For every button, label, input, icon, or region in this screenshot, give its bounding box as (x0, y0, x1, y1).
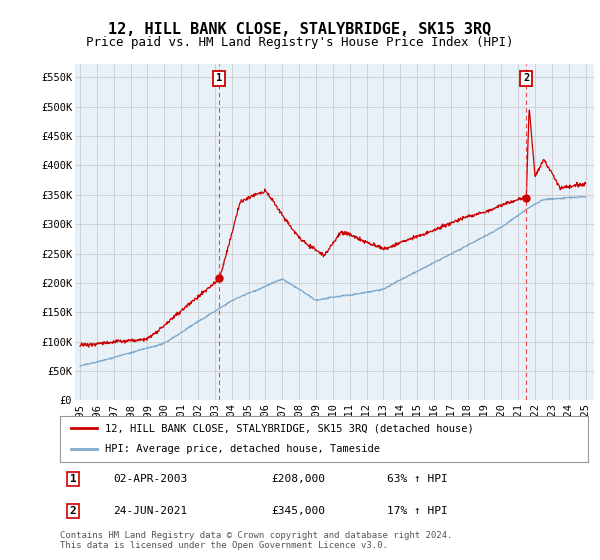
Text: 1: 1 (216, 73, 222, 83)
Text: £345,000: £345,000 (271, 506, 325, 516)
Text: 17% ↑ HPI: 17% ↑ HPI (388, 506, 448, 516)
Text: Price paid vs. HM Land Registry's House Price Index (HPI): Price paid vs. HM Land Registry's House … (86, 36, 514, 49)
Text: 63% ↑ HPI: 63% ↑ HPI (388, 474, 448, 484)
Text: HPI: Average price, detached house, Tameside: HPI: Average price, detached house, Tame… (105, 445, 380, 455)
Text: 12, HILL BANK CLOSE, STALYBRIDGE, SK15 3RQ: 12, HILL BANK CLOSE, STALYBRIDGE, SK15 3… (109, 22, 491, 38)
Text: 2: 2 (70, 506, 77, 516)
Text: £208,000: £208,000 (271, 474, 325, 484)
Text: 02-APR-2003: 02-APR-2003 (113, 474, 187, 484)
Text: 24-JUN-2021: 24-JUN-2021 (113, 506, 187, 516)
Text: 2: 2 (523, 73, 529, 83)
Text: 12, HILL BANK CLOSE, STALYBRIDGE, SK15 3RQ (detached house): 12, HILL BANK CLOSE, STALYBRIDGE, SK15 3… (105, 423, 473, 433)
Text: Contains HM Land Registry data © Crown copyright and database right 2024.
This d: Contains HM Land Registry data © Crown c… (60, 531, 452, 550)
Text: 1: 1 (70, 474, 77, 484)
